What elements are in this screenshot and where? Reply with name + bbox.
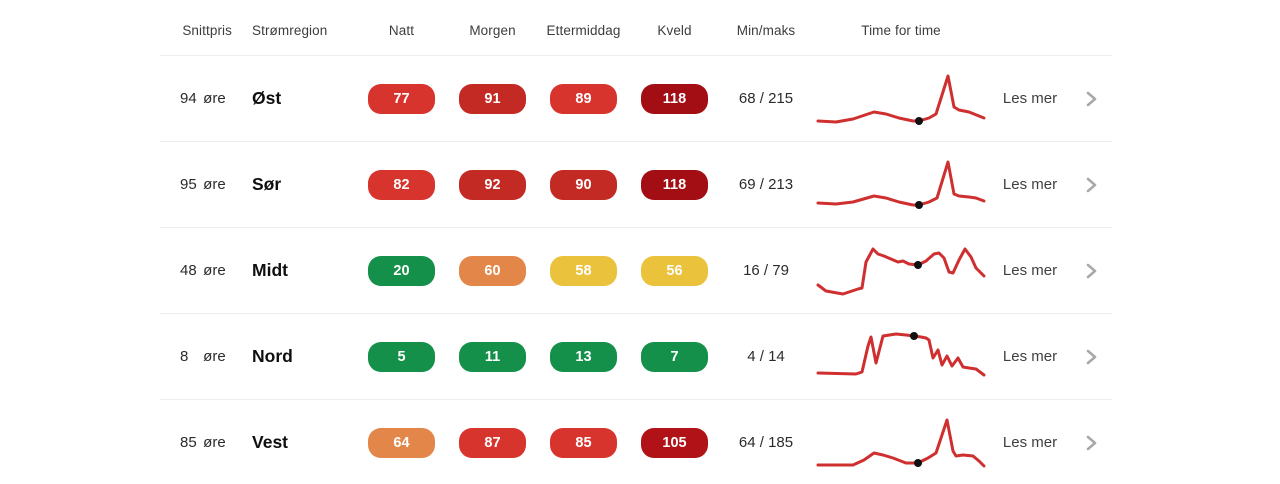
avg-price-unit: øre <box>203 176 226 193</box>
minmaks-value: 69 / 213 <box>738 176 794 193</box>
avg-price-unit: øre <box>203 348 226 365</box>
ettermiddag-price-badge: 58 <box>550 255 617 286</box>
region-row-ost: 94 øre Øst 77 91 89 118 68 / 215 Les mer <box>160 56 1112 142</box>
avg-price-unit: øre <box>203 434 226 451</box>
price-sparkline <box>816 74 986 125</box>
region-row-sor: 95 øre Sør 82 92 90 118 69 / 213 Les mer <box>160 142 1112 228</box>
avg-price: 85 øre <box>160 434 240 451</box>
natt-price-badge: 20 <box>368 255 435 286</box>
avg-price-value: 85 <box>180 434 197 451</box>
col-header-ettermiddag: Ettermiddag <box>546 23 621 38</box>
kveld-price-badge: 7 <box>641 341 708 372</box>
price-sparkline <box>816 418 986 467</box>
power-price-table: Snittpris Strømregion Natt Morgen Etterm… <box>160 0 1112 484</box>
avg-price-value: 94 <box>180 90 197 107</box>
avg-price-value: 48 <box>180 262 197 279</box>
region-name: Øst <box>252 88 282 108</box>
minmaks-value: 68 / 215 <box>738 90 794 107</box>
les-mer-link[interactable]: Les mer <box>1002 347 1058 365</box>
morgen-price-badge: 91 <box>459 83 526 114</box>
region-name: Sør <box>252 174 282 194</box>
region-name: Nord <box>252 346 293 366</box>
row-expand-button[interactable] <box>1070 262 1112 280</box>
morgen-price-badge: 60 <box>459 255 526 286</box>
region-name: Midt <box>252 260 288 280</box>
morgen-price-badge: 11 <box>459 341 526 372</box>
morgen-price-badge: 92 <box>459 169 526 200</box>
natt-price-badge: 5 <box>368 341 435 372</box>
col-header-snittpris: Snittpris <box>182 23 232 38</box>
avg-price-unit: øre <box>203 90 226 107</box>
col-header-kveld: Kveld <box>657 23 692 38</box>
avg-price: 94 øre <box>160 90 240 107</box>
col-header-stromregion: Strømregion <box>252 23 328 38</box>
col-header-minmaks: Min/maks <box>736 23 796 38</box>
ettermiddag-price-badge: 85 <box>550 427 617 458</box>
kveld-price-badge: 118 <box>641 169 708 200</box>
minmaks-value: 64 / 185 <box>738 434 794 451</box>
row-expand-button[interactable] <box>1070 176 1112 194</box>
natt-price-badge: 77 <box>368 83 435 114</box>
kveld-price-badge: 118 <box>641 83 708 114</box>
col-header-time-for-time: Time for time <box>861 23 941 38</box>
region-row-vest: 85 øre Vest 64 87 85 105 64 / 185 Les me… <box>160 400 1112 484</box>
ettermiddag-price-badge: 90 <box>550 169 617 200</box>
avg-price: 8 øre <box>160 348 240 365</box>
region-row-nord: 8 øre Nord 5 11 13 7 4 / 14 Les mer <box>160 314 1112 400</box>
avg-price-value: 95 <box>180 176 197 193</box>
morgen-price-badge: 87 <box>459 427 526 458</box>
minmaks-value: 16 / 79 <box>743 262 789 279</box>
les-mer-link[interactable]: Les mer <box>1002 175 1058 193</box>
natt-price-badge: 82 <box>368 169 435 200</box>
kveld-price-badge: 56 <box>641 255 708 286</box>
ettermiddag-price-badge: 89 <box>550 83 617 114</box>
price-sparkline <box>816 247 986 295</box>
chevron-right-icon <box>1086 91 1097 106</box>
les-mer-link[interactable]: Les mer <box>1002 261 1058 279</box>
les-mer-link[interactable]: Les mer <box>1002 433 1058 451</box>
chevron-right-icon <box>1086 435 1097 450</box>
minmaks-value: 4 / 14 <box>747 348 785 365</box>
chevron-right-icon <box>1086 263 1097 278</box>
natt-price-badge: 64 <box>368 427 435 458</box>
ettermiddag-price-badge: 13 <box>550 341 617 372</box>
chevron-right-icon <box>1086 349 1097 364</box>
avg-price-value: 8 <box>180 348 189 365</box>
avg-price: 48 øre <box>160 262 240 279</box>
region-row-midt: 48 øre Midt 20 60 58 56 16 / 79 Les mer <box>160 228 1112 314</box>
les-mer-link[interactable]: Les mer <box>1002 89 1058 107</box>
col-header-morgen: Morgen <box>469 23 516 38</box>
avg-price: 95 øre <box>160 176 240 193</box>
row-expand-button[interactable] <box>1070 434 1112 452</box>
avg-price-unit: øre <box>203 262 226 279</box>
table-header-row: Snittpris Strømregion Natt Morgen Etterm… <box>160 0 1112 56</box>
chevron-right-icon <box>1086 177 1097 192</box>
row-expand-button[interactable] <box>1070 90 1112 108</box>
price-sparkline <box>816 331 986 376</box>
region-name: Vest <box>252 432 288 452</box>
row-expand-button[interactable] <box>1070 348 1112 366</box>
kveld-price-badge: 105 <box>641 427 708 458</box>
price-sparkline <box>816 160 986 209</box>
col-header-natt: Natt <box>388 23 415 38</box>
